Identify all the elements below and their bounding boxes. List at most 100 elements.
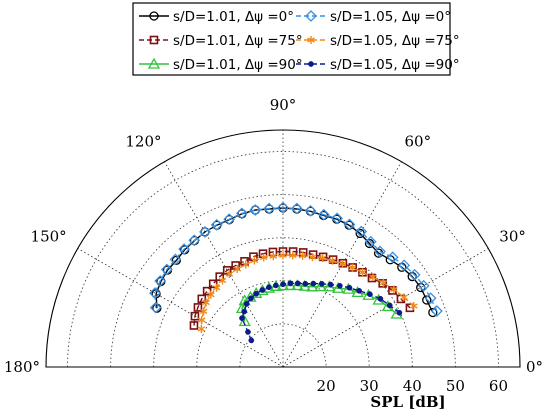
legend-entry: s/D=1.01, Δψ =90°	[139, 57, 303, 73]
r-tick-label: 20	[317, 377, 336, 395]
data-point	[212, 283, 221, 292]
legend-label: s/D=1.01, Δψ =90°	[173, 57, 303, 73]
data-point	[263, 202, 276, 215]
data-point	[277, 201, 289, 214]
asterisk-stroke	[410, 303, 418, 309]
data-point	[149, 35, 159, 45]
legend-entry: s/D=1.05, Δψ =75°	[296, 33, 460, 49]
data-point	[355, 225, 368, 238]
grid-circle	[67, 151, 499, 368]
data-point	[410, 301, 418, 310]
data-point	[248, 337, 255, 344]
asterisk-stroke	[241, 261, 250, 268]
legend-entry: s/D=1.05, Δψ =90°	[296, 57, 460, 73]
data-point	[149, 11, 159, 21]
data-point	[233, 264, 242, 273]
asterisk-stroke	[197, 317, 206, 323]
asterisk-stroke	[250, 257, 259, 264]
grid-spoke	[282, 161, 402, 368]
data-point	[259, 253, 268, 262]
asterisk-stroke	[225, 271, 234, 277]
polar-grid	[45, 129, 521, 368]
angle-tick-label: 180°	[4, 358, 40, 376]
series-4	[197, 251, 418, 333]
data-point	[408, 268, 421, 281]
asterisk-stroke	[358, 269, 367, 275]
angle-tick-label: 90°	[270, 96, 297, 114]
data-point	[287, 280, 294, 287]
data-point	[218, 276, 227, 285]
data-point	[245, 329, 251, 335]
axis-labels: 20 30 40 50 60 0° 30° 60° 90° 120° 150° 180° SPL [dB…	[4, 96, 543, 411]
r-tick-label: 30	[360, 377, 379, 395]
data-point	[307, 36, 315, 44]
data-point	[318, 254, 327, 263]
data-point	[346, 284, 353, 291]
data-point	[417, 279, 430, 292]
data-point	[379, 278, 388, 287]
asterisk-stroke	[348, 265, 357, 271]
data-point	[200, 227, 210, 237]
legend: s/D=1.01, Δψ =0° s/D=1.05, Δψ =0° s/D=1.01…	[132, 2, 460, 76]
data-point	[235, 207, 248, 220]
data-point	[178, 243, 191, 256]
data-point	[197, 316, 206, 325]
data-point	[430, 305, 443, 317]
asterisk-stroke	[318, 255, 327, 261]
data-point	[241, 308, 248, 315]
series-6	[239, 280, 403, 344]
data-point	[390, 285, 398, 294]
series-3	[189, 247, 415, 330]
data-point	[290, 202, 303, 215]
data-point	[222, 266, 232, 275]
data-point	[327, 281, 334, 288]
data-point	[273, 282, 279, 289]
asterisk-stroke	[197, 326, 206, 332]
data-point	[398, 259, 411, 272]
data-point	[386, 251, 399, 264]
data-point	[317, 208, 330, 221]
data-point	[188, 234, 201, 247]
legend-entry: s/D=1.05, Δψ =0°	[296, 9, 451, 25]
data-point	[190, 311, 200, 321]
grid-spoke	[164, 161, 284, 368]
data-point	[248, 295, 254, 302]
asterisk-stroke	[379, 280, 388, 286]
data-point	[302, 280, 309, 287]
data-point	[269, 252, 278, 261]
data-point	[154, 275, 167, 287]
x-axis-label: SPL [dB]	[370, 393, 445, 411]
asterisk-stroke	[218, 277, 227, 284]
r-tick-label: 60	[489, 377, 508, 395]
data-point	[193, 303, 203, 312]
legend-label: s/D=1.01, Δψ =75°	[173, 33, 303, 49]
data-point	[331, 212, 344, 225]
data-point	[306, 280, 319, 292]
data-point	[396, 309, 403, 316]
asterisk-stroke	[338, 261, 347, 267]
asterisk-stroke	[269, 253, 278, 259]
data-series	[149, 201, 443, 344]
angle-tick-label: 30°	[499, 228, 526, 246]
angle-tick-label: 60°	[405, 133, 432, 151]
legend-label: s/D=1.01, Δψ =0°	[173, 9, 294, 25]
asterisk-stroke	[202, 299, 210, 306]
data-point	[149, 301, 162, 314]
series-line	[200, 254, 415, 329]
asterisk-stroke	[259, 254, 268, 261]
r-tick-label: 40	[403, 377, 422, 395]
asterisk-stroke	[400, 294, 408, 300]
data-point	[202, 298, 210, 307]
grid-spoke	[282, 248, 489, 368]
data-point	[199, 307, 208, 316]
data-point	[210, 218, 223, 231]
asterisk-stroke	[212, 285, 221, 291]
data-point	[288, 251, 297, 260]
asterisk-stroke	[390, 286, 398, 292]
legend-entry: s/D=1.01, Δψ =75°	[139, 33, 303, 49]
data-point	[253, 290, 260, 297]
data-point	[199, 225, 211, 238]
data-point	[369, 273, 377, 282]
data-point	[400, 293, 408, 302]
